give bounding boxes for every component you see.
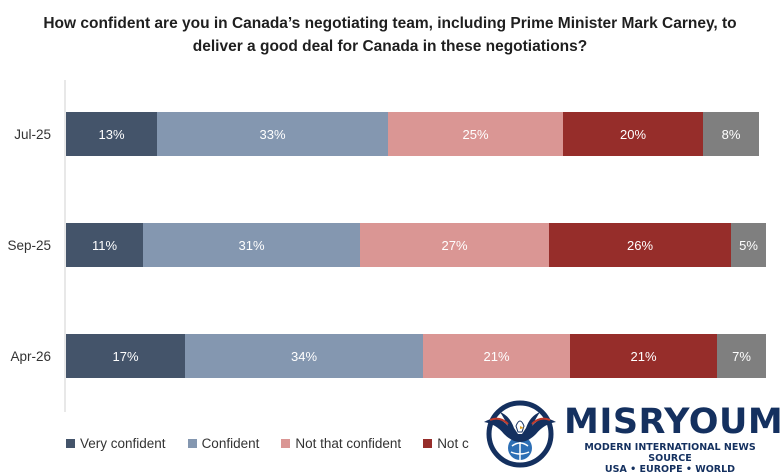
bars-layer: 13% 33% 25% 20% 8% 11% 31% 27% 26% 5% 17% 34% 21% 21%… bbox=[66, 112, 766, 378]
bar-segment bbox=[360, 223, 549, 267]
data-label: 13% bbox=[98, 127, 124, 142]
bar-segment bbox=[423, 334, 570, 378]
legend-item: Confident bbox=[187, 436, 260, 451]
legend-label: Not that confident bbox=[295, 436, 402, 451]
category-label: Apr-26 bbox=[10, 349, 51, 364]
legend-swatch bbox=[423, 439, 433, 448]
category-label: Sep-25 bbox=[7, 238, 51, 253]
data-label: 33% bbox=[259, 127, 285, 142]
legend-swatch bbox=[187, 439, 197, 448]
legend-swatch bbox=[66, 439, 75, 448]
data-label: 7% bbox=[732, 349, 751, 364]
category-labels: Jul-25 Sep-25 Apr-26 bbox=[7, 127, 51, 364]
bar-segment bbox=[703, 112, 759, 156]
bar-segment bbox=[563, 112, 703, 156]
data-label: 8% bbox=[722, 127, 741, 142]
data-label: 5% bbox=[739, 238, 758, 253]
logo-wordmark: MISRYOUM bbox=[564, 402, 780, 442]
data-label: 17% bbox=[112, 349, 138, 364]
logo-tagline-1: MODERN INTERNATIONAL NEWS SOURCE bbox=[584, 442, 756, 464]
legend-item: Very confident bbox=[66, 436, 166, 451]
data-label: 26% bbox=[627, 238, 653, 253]
data-label: 34% bbox=[291, 349, 317, 364]
data-label: 21% bbox=[630, 349, 656, 364]
bar-segment bbox=[570, 334, 717, 378]
bar-segment bbox=[157, 112, 388, 156]
legend-label: Very confident bbox=[80, 436, 166, 451]
data-label: 25% bbox=[462, 127, 488, 142]
bar-segment bbox=[66, 223, 143, 267]
chart-title: How confident are you in Canada’s negoti… bbox=[43, 15, 737, 55]
data-label: 21% bbox=[483, 349, 509, 364]
eagle-globe-icon bbox=[484, 400, 556, 468]
category-label: Jul-25 bbox=[14, 127, 51, 142]
bar-segment bbox=[185, 334, 423, 378]
data-label: 11% bbox=[92, 238, 117, 253]
legend-item: Not that confident bbox=[281, 436, 401, 451]
legend-item: Not c bbox=[423, 436, 469, 451]
bar-segment bbox=[66, 334, 185, 378]
data-label: 31% bbox=[238, 238, 264, 253]
legend-label: Confident bbox=[201, 436, 260, 451]
bar-segment bbox=[731, 223, 766, 267]
data-label: 20% bbox=[620, 127, 646, 142]
bar-segment bbox=[717, 334, 766, 378]
data-label: 27% bbox=[441, 238, 467, 253]
legend: Very confident Confident Not that confiden… bbox=[66, 436, 469, 451]
bar-segment bbox=[66, 112, 157, 156]
bar-segment bbox=[143, 223, 360, 267]
logo-tagline: MODERN INTERNATIONAL NEWS SOURCE USA • E… bbox=[564, 442, 776, 475]
legend-label: Not c bbox=[437, 436, 469, 451]
bar-segment bbox=[388, 112, 563, 156]
legend-swatch bbox=[281, 439, 291, 448]
misryoum-logo: MISRYOUM MODERN INTERNATIONAL NEWS SOURC… bbox=[478, 396, 780, 475]
bar-segment bbox=[549, 223, 731, 267]
